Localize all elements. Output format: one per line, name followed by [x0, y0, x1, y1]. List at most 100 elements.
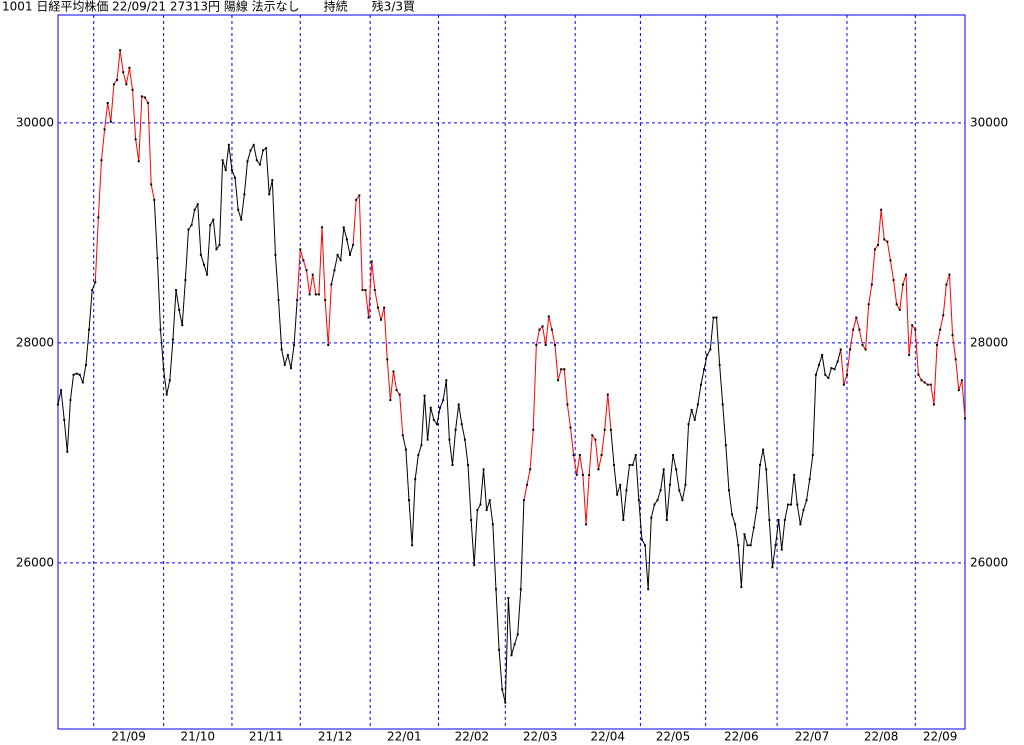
point [839, 348, 842, 351]
point [339, 259, 342, 262]
line-segment [243, 161, 248, 195]
line-segment [672, 454, 677, 470]
point [128, 66, 131, 69]
point [162, 368, 165, 371]
point [591, 434, 594, 437]
line-segment [293, 299, 298, 346]
line-segment [722, 404, 727, 446]
point [696, 403, 699, 406]
point [842, 383, 845, 386]
point [681, 499, 684, 502]
line-segment [57, 390, 62, 405]
point [367, 316, 370, 319]
line-segment [330, 270, 335, 285]
point [398, 393, 401, 396]
point [420, 444, 423, 447]
line-segment [455, 404, 460, 430]
point [414, 478, 417, 481]
x-tick-label: 21/09 [111, 730, 146, 744]
point [280, 348, 283, 351]
point [268, 193, 271, 196]
point [727, 489, 730, 492]
y-tick-label: 26000 [16, 555, 54, 569]
line-segment [529, 429, 534, 470]
line-segment [837, 349, 842, 362]
line-segment [871, 249, 876, 285]
line-segment [402, 435, 407, 450]
line-segment [681, 484, 686, 501]
point [230, 169, 233, 172]
line-segment [709, 317, 714, 350]
point [190, 224, 193, 227]
point [948, 273, 951, 276]
line-segment [439, 399, 444, 408]
line-segment [88, 289, 93, 330]
line-segment [790, 474, 795, 505]
point [507, 597, 510, 600]
line-segment [467, 464, 472, 520]
line-segment [678, 490, 683, 501]
point [827, 377, 830, 380]
line-segment [740, 534, 745, 588]
point [768, 518, 771, 521]
line-segment [489, 500, 494, 525]
point [749, 544, 752, 547]
point [112, 83, 115, 86]
line-segment [520, 500, 525, 590]
point [513, 643, 516, 646]
line-segment [849, 329, 854, 350]
point [547, 315, 550, 318]
point [939, 328, 942, 331]
line-segment [638, 500, 643, 540]
line-segment [153, 199, 158, 259]
point [709, 348, 712, 351]
point [603, 428, 606, 431]
point [311, 273, 314, 276]
line-segment [442, 380, 447, 401]
point [227, 143, 230, 146]
point [786, 503, 789, 506]
point [109, 120, 112, 123]
line-segment [961, 380, 966, 419]
line-segment [302, 260, 307, 271]
point [777, 518, 780, 521]
point [765, 468, 768, 471]
point [575, 473, 578, 476]
line-segment [700, 369, 705, 385]
line-segment [479, 469, 485, 505]
line-segment [197, 204, 202, 255]
x-tick-label: 22/06 [724, 730, 759, 744]
line-segment [107, 102, 112, 122]
x-tick-label: 22/07 [795, 730, 830, 744]
point [647, 588, 650, 591]
point [209, 224, 212, 227]
line-segment [855, 317, 860, 330]
line-segment [616, 484, 621, 495]
point [668, 483, 671, 486]
line-segment [778, 519, 783, 550]
point [712, 316, 715, 319]
line-segment [349, 244, 354, 255]
point [911, 324, 914, 327]
line-segment [259, 150, 264, 165]
point [724, 444, 727, 447]
line-segment [178, 309, 183, 326]
line-segment [945, 274, 950, 285]
point [202, 263, 205, 266]
line-segment [200, 254, 205, 265]
line-segment [128, 67, 134, 90]
point [535, 344, 538, 347]
line-segment [268, 179, 273, 195]
point [721, 403, 724, 406]
point [317, 293, 320, 296]
line-segment [436, 407, 441, 425]
point [581, 473, 584, 476]
line-segment [333, 254, 339, 271]
point [731, 513, 734, 516]
point [308, 293, 311, 296]
line-segment [930, 384, 935, 405]
point [606, 393, 609, 396]
point [342, 226, 345, 229]
line-segment [781, 519, 786, 550]
line-segment [858, 329, 863, 346]
